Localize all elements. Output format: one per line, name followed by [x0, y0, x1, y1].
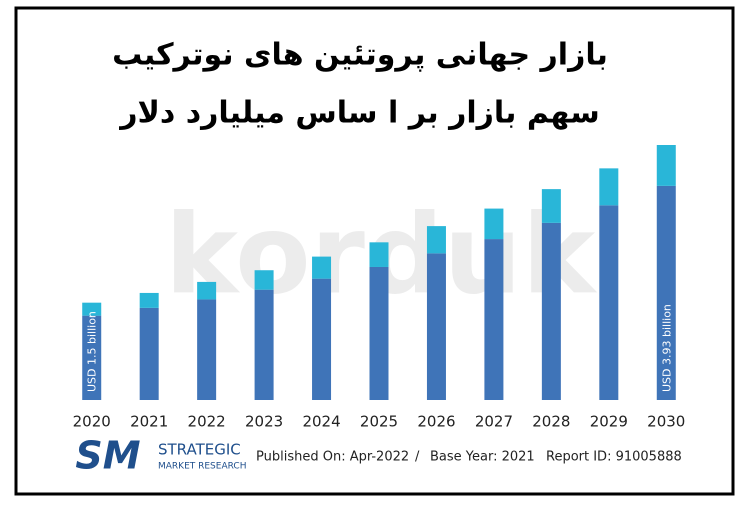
report-id: Report ID: 91005888 — [546, 450, 682, 465]
bar-segment — [426, 226, 446, 254]
bar-segment — [484, 208, 504, 240]
title-line-1: بازار جهانی پروتئین های نوترکیب — [112, 38, 608, 73]
bar-segment — [254, 270, 274, 290]
bar-segment — [312, 256, 332, 279]
brand: STRATEGIC — [158, 441, 241, 459]
base-year: Base Year: 2021 — [430, 450, 535, 465]
bar-segment — [369, 242, 389, 267]
x-tick-label: 2025 — [360, 413, 398, 431]
brand-sub: MARKET RESEARCH — [158, 462, 246, 472]
x-tick-label: 2027 — [475, 413, 513, 431]
bar-segment — [82, 315, 102, 400]
x-tick-label: 2023 — [245, 413, 283, 431]
bar-segment — [254, 289, 274, 400]
bar-segment — [656, 145, 676, 186]
annotation: USD 1.5 billion — [86, 311, 99, 392]
x-tick-label: 2024 — [302, 413, 340, 431]
bar-segment — [197, 281, 217, 300]
x-tick-label: 2020 — [73, 413, 111, 431]
bar-segment — [484, 239, 504, 400]
x-tick-label: 2029 — [590, 413, 628, 431]
bar-segment — [369, 266, 389, 400]
bar-segment — [426, 253, 446, 400]
footer: SM STRATEGIC MARKET RESEARCH Published O… — [75, 434, 681, 478]
bar-segment — [541, 222, 561, 400]
bar-segment — [139, 292, 159, 308]
title-line-2: سهم بازار بر ا ساس میلیارد دلار — [118, 96, 599, 131]
logo: SM — [75, 434, 140, 478]
bar-segment — [541, 189, 561, 223]
bar-segment — [197, 299, 217, 400]
x-tick-label: 2021 — [130, 413, 168, 431]
bar-segment — [139, 307, 159, 400]
x-tick-label: 2030 — [647, 413, 685, 431]
bar-segment — [312, 278, 332, 400]
x-tick-label: 2022 — [188, 413, 226, 431]
published: Published On: Apr-2022 — [256, 450, 409, 465]
x-tick-label: 2028 — [532, 413, 570, 431]
x-tick-label: 2026 — [417, 413, 455, 431]
bar-segment — [82, 302, 102, 316]
bar-segment — [599, 205, 619, 400]
bar-segment — [599, 168, 619, 206]
separator: / — [415, 450, 420, 465]
annotation: USD 3.93 billion — [660, 304, 673, 392]
bar-segment — [656, 185, 676, 400]
